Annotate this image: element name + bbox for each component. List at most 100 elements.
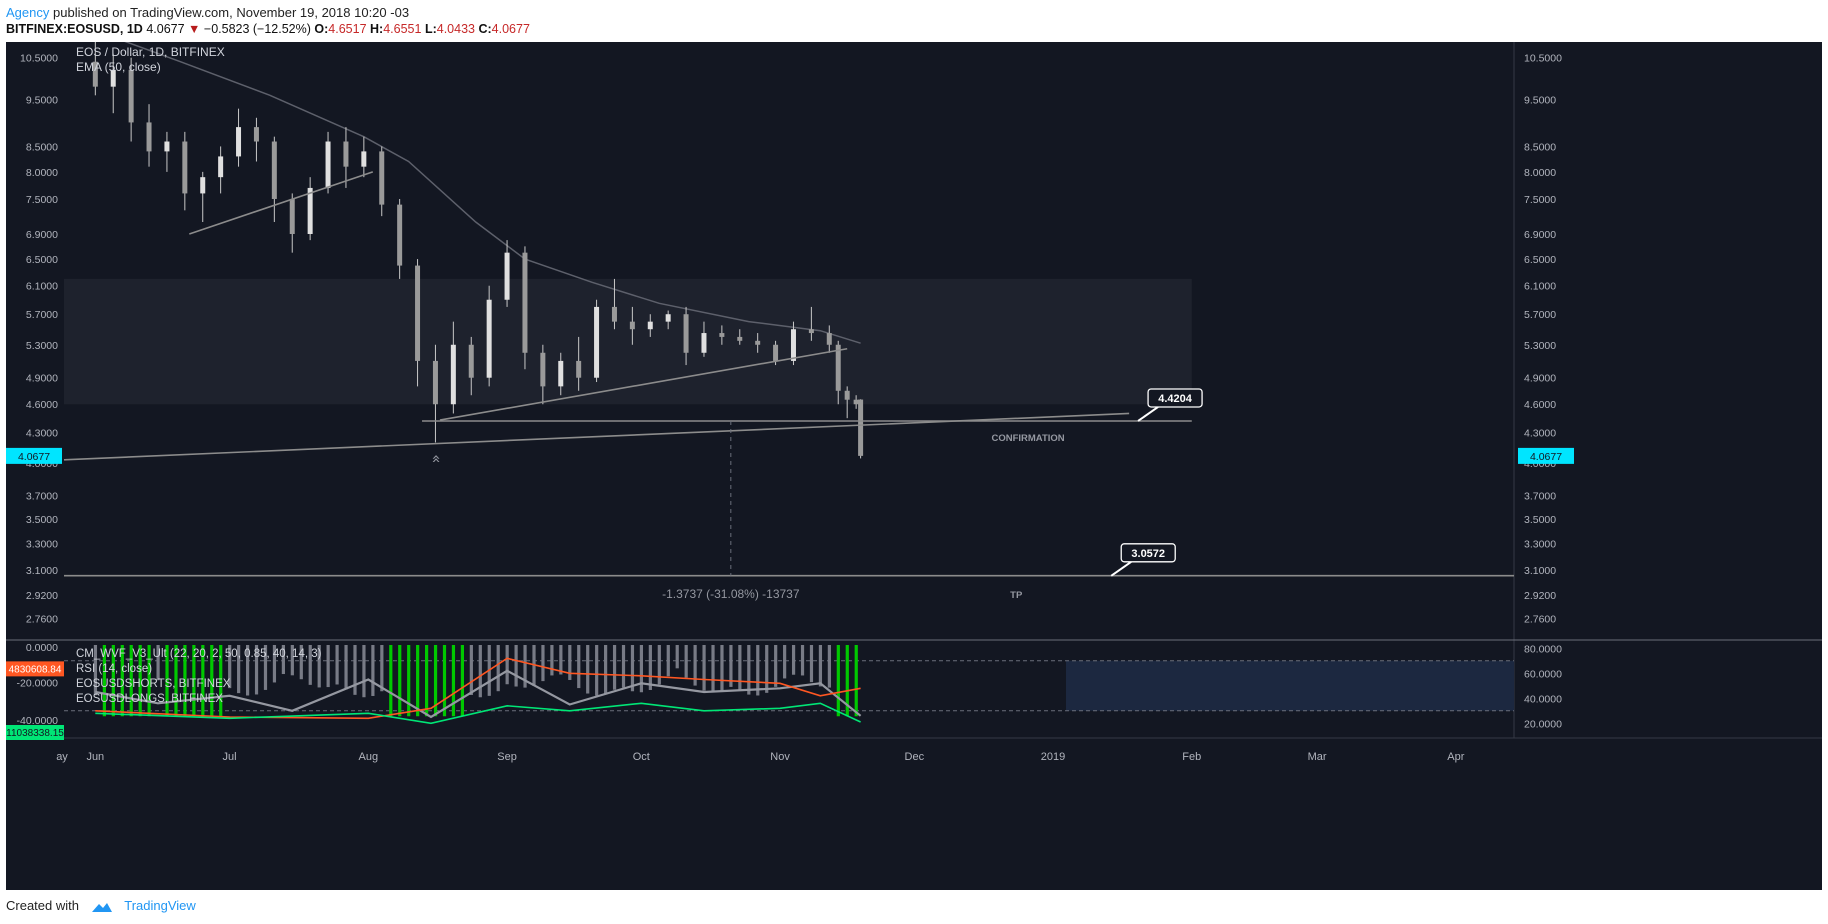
x-tick-label: Feb <box>1182 751 1201 763</box>
wvf-bar <box>425 645 429 717</box>
wvf-bar <box>469 645 473 695</box>
last-price-badge-right <box>1518 447 1574 464</box>
candle-body <box>164 141 170 152</box>
candle-body <box>289 198 295 234</box>
y-tick-label-right: 8.5000 <box>1524 141 1556 153</box>
lower-right-tick: 80.0000 <box>1524 643 1562 655</box>
open-value: 4.6517 <box>328 22 367 36</box>
callout-price: 4.4204 <box>1158 393 1193 405</box>
published-text: published on TradingView.com, November 1… <box>53 5 410 20</box>
candle-body <box>594 306 600 378</box>
wvf-bar <box>326 645 330 688</box>
open-label: O: <box>314 22 329 36</box>
rsi-line <box>95 669 862 719</box>
shorts-line <box>95 657 861 720</box>
wvf-bar <box>809 645 814 683</box>
y-tick-label-right: 6.5000 <box>1524 254 1556 266</box>
wvf-bar <box>451 645 456 717</box>
candle-body <box>504 252 510 300</box>
shorts-badge <box>6 661 64 677</box>
wvf-bar <box>290 645 294 676</box>
ema-legend: EMA (50, close) <box>76 60 161 74</box>
high-value: 4.6551 <box>383 22 422 36</box>
y-tick-label-left: 6.1000 <box>26 281 58 293</box>
wvf-bar <box>165 645 169 717</box>
wvf-bar <box>156 645 160 681</box>
symbol-name: BITFINEX:EOSUSD, 1D <box>6 22 143 36</box>
low-value: 4.0433 <box>436 22 475 36</box>
wvf-bar <box>407 645 411 717</box>
x-tick-label: Sep <box>497 751 517 763</box>
publisher-link[interactable]: Agency <box>6 5 50 20</box>
wvf-bar <box>281 645 285 675</box>
wvf-bar <box>791 645 796 675</box>
wvf-bar <box>657 645 661 685</box>
y-tick-label-right: 8.0000 <box>1524 167 1556 179</box>
wvf-bar <box>827 645 831 688</box>
candle-body <box>92 61 98 87</box>
candle-body <box>361 151 367 167</box>
candle-body <box>343 141 349 167</box>
wvf-bar <box>702 645 706 691</box>
y-tick-label-right: 10.5000 <box>1524 53 1562 65</box>
callout-box <box>1120 543 1176 563</box>
x-tick-label: Jul <box>223 751 237 763</box>
tradingview-link[interactable]: TradingView <box>124 898 196 913</box>
trendline <box>63 412 1130 461</box>
rsi-band <box>1066 660 1514 711</box>
candle-body <box>450 344 456 405</box>
wvf-bar <box>729 645 733 687</box>
low-label: L: <box>424 22 437 36</box>
y-tick-label-left: 6.5000 <box>26 254 58 266</box>
wvf-bar <box>541 645 545 682</box>
candle-body <box>858 399 864 456</box>
wvf-bar <box>818 645 823 687</box>
price-chart[interactable]: 10.5000 10.5000 9.5000 9.5000 8.5000 8.5000 8.… <box>6 42 1822 890</box>
wvf-bar <box>559 645 563 675</box>
y-tick-label-right: 3.1000 <box>1524 565 1556 577</box>
last-price-label-right: 4.0677 <box>1530 451 1562 463</box>
wvf-bar <box>774 645 778 687</box>
candle-body <box>415 265 421 361</box>
y-tick-label-left: 4.3000 <box>26 428 58 440</box>
candle-body <box>486 299 492 378</box>
candle-body <box>253 127 259 142</box>
candle-body <box>773 344 779 361</box>
callout-note: CONFIRMATION <box>991 433 1064 444</box>
candle-body <box>629 321 635 330</box>
wvf-bar <box>800 645 805 676</box>
candle-body <box>835 344 841 391</box>
wvf-bar <box>684 645 688 678</box>
y-tick-label-left: 6.9000 <box>26 229 58 241</box>
x-tick-label: Jun <box>86 751 104 763</box>
close-label: C: <box>478 22 492 36</box>
y-tick-label-left: 4.9000 <box>26 373 58 385</box>
y-tick-label-right: 3.5000 <box>1524 514 1556 526</box>
wvf-bar <box>111 645 115 717</box>
wvf-bar <box>389 645 393 717</box>
wvf-bar <box>836 645 840 717</box>
candle-body <box>665 314 671 322</box>
wvf-bar <box>147 645 151 717</box>
wvf-bar <box>102 645 106 717</box>
wvf-bar <box>308 645 312 685</box>
wvf-bar <box>416 645 420 717</box>
candle-body <box>307 187 313 234</box>
candle-body <box>853 399 859 405</box>
y-tick-label-right: 6.9000 <box>1524 229 1556 241</box>
candle-body <box>432 360 438 405</box>
candle-body <box>540 352 546 387</box>
candle-body <box>110 69 116 87</box>
lower-indicator-legend: EOSUSDLONGS, BITFINEX <box>76 693 223 705</box>
wvf-bar <box>272 645 277 683</box>
chart-frame[interactable]: 10.5000 10.5000 9.5000 9.5000 8.5000 8.5000 8.… <box>6 42 1822 890</box>
wvf-bar <box>433 645 438 717</box>
x-tick-label: Dec <box>905 751 925 763</box>
wvf-bar <box>612 645 617 690</box>
wvf-bar <box>174 645 178 717</box>
wvf-bar <box>630 645 635 692</box>
wvf-bar <box>523 645 527 688</box>
candle-body <box>808 329 814 334</box>
tradingview-logo-icon <box>91 902 112 912</box>
wvf-bar <box>738 645 742 691</box>
